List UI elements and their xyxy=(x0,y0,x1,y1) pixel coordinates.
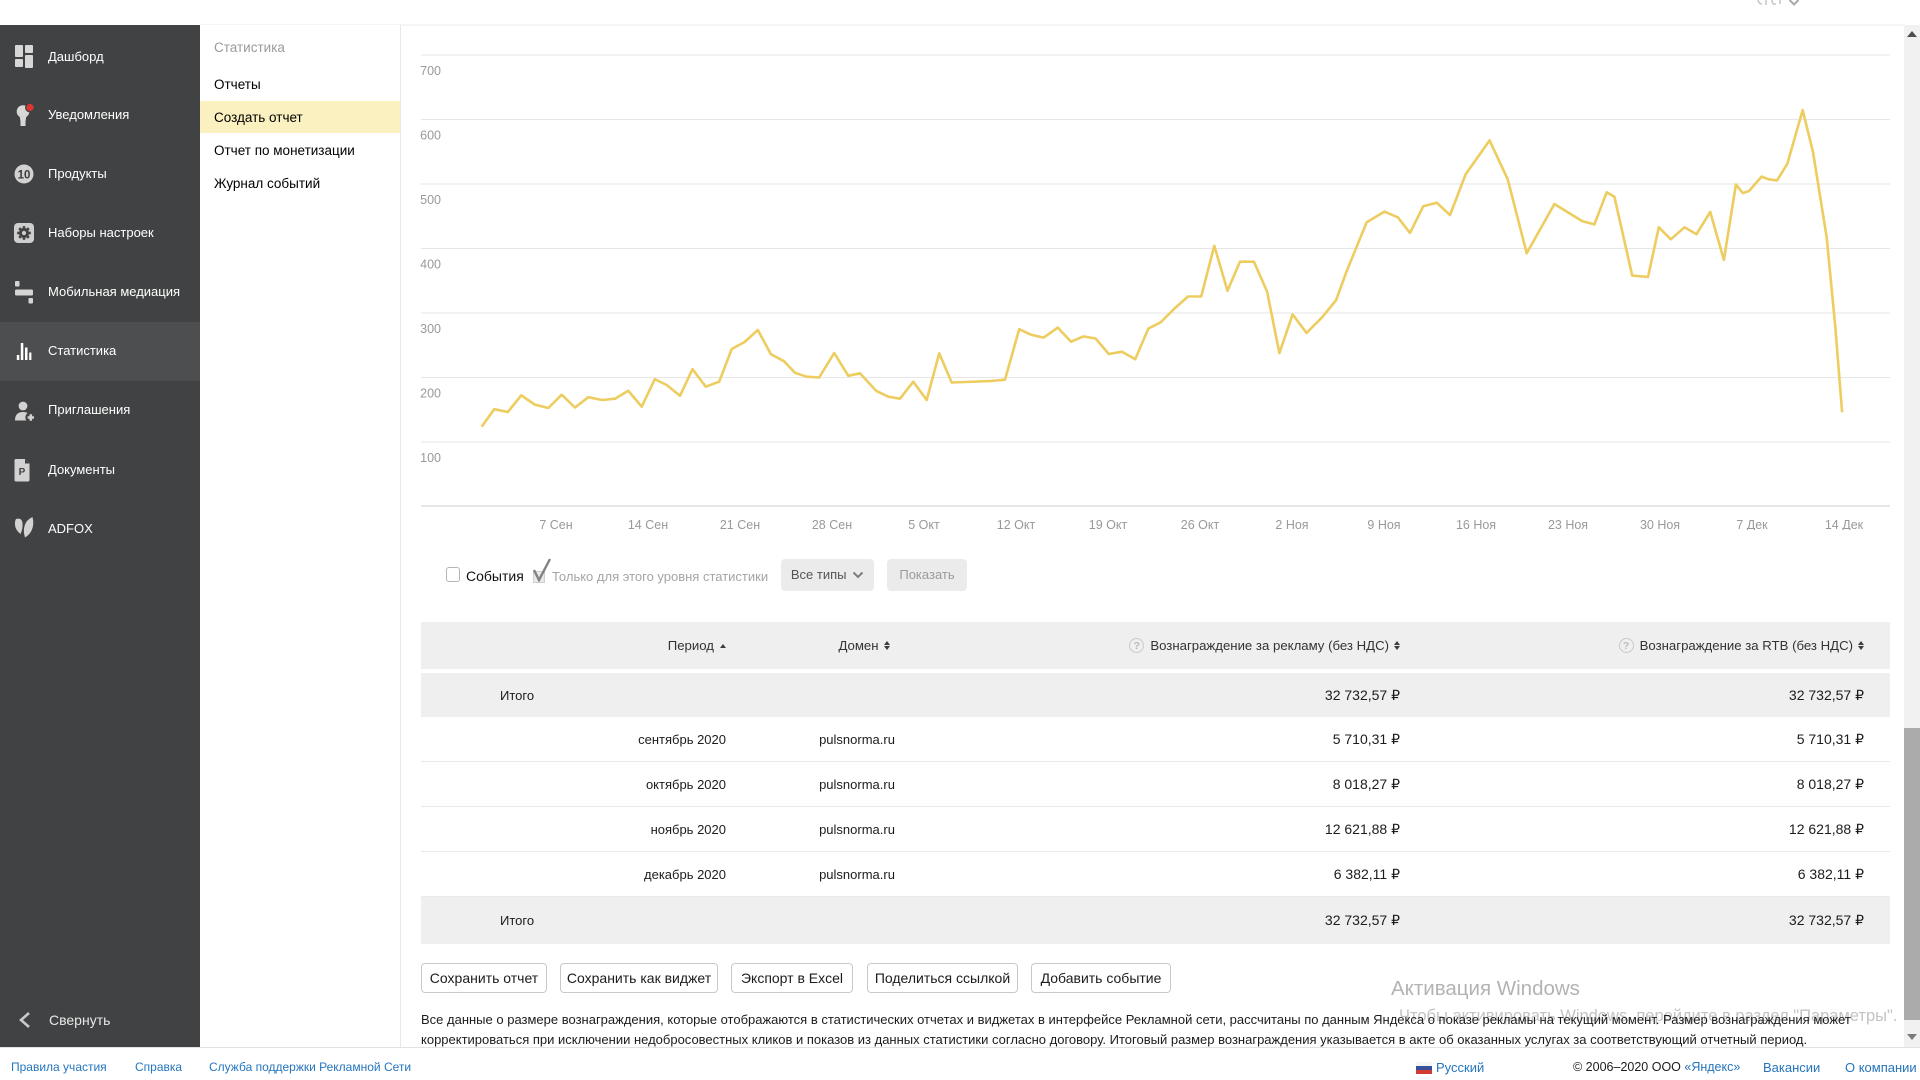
svg-text:700: 700 xyxy=(420,64,441,78)
svg-text:21 Сен: 21 Сен xyxy=(720,518,760,530)
svg-text:26 Окт: 26 Окт xyxy=(1181,518,1220,530)
svg-text:7 Дек: 7 Дек xyxy=(1736,518,1768,530)
svg-text:16 Ноя: 16 Ноя xyxy=(1456,518,1496,530)
svg-text:500: 500 xyxy=(420,193,441,207)
svg-text:12 Окт: 12 Окт xyxy=(997,518,1036,530)
svg-text:10: 10 xyxy=(18,170,31,182)
svg-text:30 Ноя: 30 Ноя xyxy=(1640,518,1680,530)
svg-text:2 Ноя: 2 Ноя xyxy=(1275,518,1308,530)
svg-text:300: 300 xyxy=(420,322,441,336)
svg-text:28 Сен: 28 Сен xyxy=(812,518,852,530)
svg-text:100: 100 xyxy=(420,451,441,465)
svg-text:600: 600 xyxy=(420,129,441,143)
svg-text:9 Ноя: 9 Ноя xyxy=(1367,518,1400,530)
svg-text:200: 200 xyxy=(420,387,441,401)
svg-text:5 Окт: 5 Окт xyxy=(908,518,940,530)
svg-text:P: P xyxy=(19,467,26,478)
svg-text:400: 400 xyxy=(420,258,441,272)
svg-text:23 Ноя: 23 Ноя xyxy=(1548,518,1588,530)
svg-text:14 Сен: 14 Сен xyxy=(628,518,668,530)
svg-text:14 Дек: 14 Дек xyxy=(1825,518,1864,530)
svg-text:7 Сен: 7 Сен xyxy=(539,518,572,530)
svg-text:19 Окт: 19 Окт xyxy=(1089,518,1128,530)
